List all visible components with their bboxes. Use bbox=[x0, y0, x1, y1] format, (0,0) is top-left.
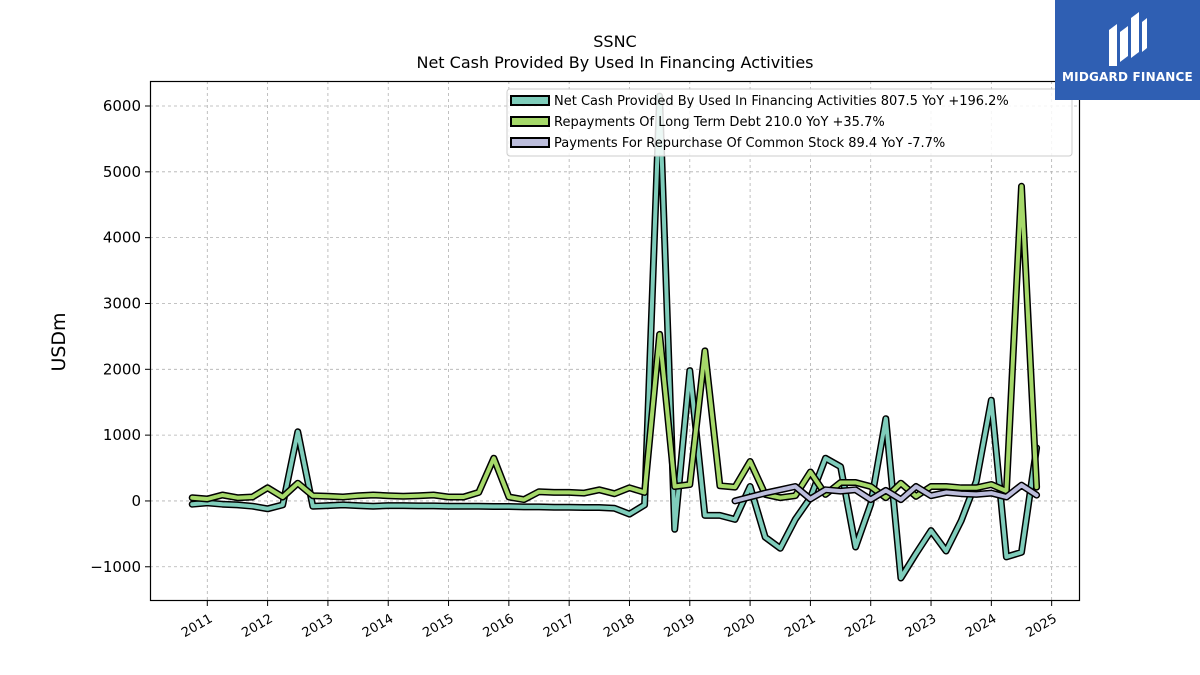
y-tick-label: 4000 bbox=[103, 229, 141, 247]
x-tick-label: 2021 bbox=[782, 611, 818, 641]
x-tick-label: 2025 bbox=[1023, 611, 1059, 641]
y-tick-label: 6000 bbox=[103, 97, 141, 115]
series-line bbox=[733, 483, 1039, 503]
y-tick-label: −1000 bbox=[90, 558, 141, 576]
series-2 bbox=[731, 481, 1041, 505]
grid bbox=[150, 81, 1080, 601]
y-tick-label: 0 bbox=[131, 492, 141, 510]
series-1 bbox=[188, 182, 1041, 504]
series-line-outline bbox=[188, 182, 1041, 504]
x-ticks: 2011 2012 2013 2014 2015 2016 2017 2018 2019 2020… bbox=[179, 601, 1060, 641]
series-line bbox=[190, 94, 1039, 580]
x-tick-label: 2015 bbox=[420, 611, 456, 641]
legend-swatch bbox=[510, 116, 550, 127]
series-0 bbox=[188, 92, 1041, 582]
x-tick-label: 2024 bbox=[963, 611, 999, 641]
logo-text: MIDGARD FINANCE bbox=[1062, 70, 1193, 84]
x-tick-label: 2013 bbox=[300, 611, 336, 641]
y-tick-label: 5000 bbox=[103, 163, 141, 181]
chart-title: SSNC bbox=[593, 32, 636, 51]
y-axis-label: USDm bbox=[48, 312, 70, 371]
x-tick-label: 2023 bbox=[903, 611, 939, 641]
legend-box bbox=[506, 88, 1073, 157]
chart-subtitle: Net Cash Provided By Used In Financing A… bbox=[416, 53, 813, 72]
legend-label: Payments For Repurchase Of Common Stock … bbox=[554, 136, 945, 151]
legend-swatch bbox=[510, 137, 550, 148]
x-tick-label: 2012 bbox=[239, 611, 275, 641]
x-tick-label: 2019 bbox=[662, 611, 698, 641]
y-tick-label: 1000 bbox=[103, 426, 141, 444]
logo-icon bbox=[1109, 12, 1147, 66]
y-tick-label: 2000 bbox=[103, 360, 141, 378]
x-tick-label: 2022 bbox=[843, 611, 879, 641]
legend-swatch bbox=[510, 95, 550, 106]
legend-label: Repayments Of Long Term Debt 210.0 YoY +… bbox=[554, 115, 885, 130]
series-line bbox=[190, 184, 1039, 502]
y-tick-label: 3000 bbox=[103, 294, 141, 312]
legend-label: Net Cash Provided By Used In Financing A… bbox=[554, 94, 1009, 109]
x-tick-label: 2018 bbox=[601, 611, 637, 641]
x-tick-label: 2017 bbox=[541, 611, 577, 641]
x-tick-label: 2011 bbox=[179, 611, 215, 641]
legend: Net Cash Provided By Used In Financing A… bbox=[506, 88, 1073, 157]
series-layer bbox=[188, 92, 1041, 582]
y-ticks: −1000 0 1000 2000 3000 4000 5000 6000 bbox=[90, 97, 150, 576]
x-tick-label: 2016 bbox=[481, 611, 517, 641]
plot-frame bbox=[149, 80, 1081, 602]
x-tick-label: 2014 bbox=[360, 611, 396, 641]
x-tick-label: 2020 bbox=[722, 611, 758, 641]
brand-logo: MIDGARD FINANCE bbox=[1055, 0, 1200, 100]
